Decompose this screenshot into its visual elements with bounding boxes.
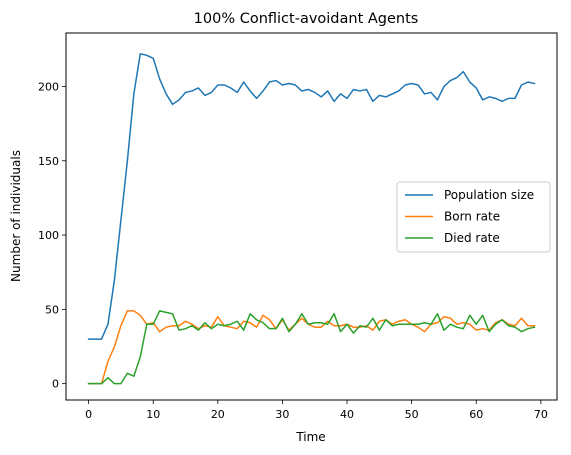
- x-tick-label: 60: [469, 408, 483, 421]
- legend-label-born-rate: Born rate: [444, 210, 500, 224]
- plot-lines: [87, 53, 536, 385]
- series-line-population-size: [87, 53, 536, 340]
- x-tick-label: 0: [85, 408, 92, 421]
- plot-area-frame: [65, 32, 558, 401]
- chart-title: 100% Conflict-avoidant Agents: [194, 11, 419, 27]
- legend-box: [396, 181, 551, 253]
- y-tick-label: 150: [38, 155, 59, 168]
- legend-label-died-rate: Died rate: [444, 231, 500, 245]
- y-axis: 0 50 100 150 200: [38, 80, 66, 391]
- y-tick-label: 100: [38, 229, 59, 242]
- y-axis-label: Number of individuals: [9, 150, 23, 282]
- series-line-born-rate: [87, 310, 536, 385]
- x-tick-label: 50: [405, 408, 419, 421]
- series-line-died-rate: [87, 310, 536, 385]
- x-axis: 0 10 20 30 40 50 60 70: [85, 400, 548, 421]
- x-tick-label: 10: [146, 408, 160, 421]
- x-tick-label: 20: [211, 408, 225, 421]
- x-axis-label: Time: [295, 430, 325, 444]
- x-tick-label: 40: [340, 408, 354, 421]
- y-tick-label: 200: [38, 80, 59, 93]
- y-tick-label: 0: [52, 378, 59, 391]
- x-tick-label: 30: [275, 408, 289, 421]
- y-tick-label: 50: [45, 303, 59, 316]
- x-tick-label: 70: [534, 408, 548, 421]
- legend-label-population-size: Population size: [444, 188, 534, 202]
- legend: Population size Born rate Died rate: [396, 181, 551, 253]
